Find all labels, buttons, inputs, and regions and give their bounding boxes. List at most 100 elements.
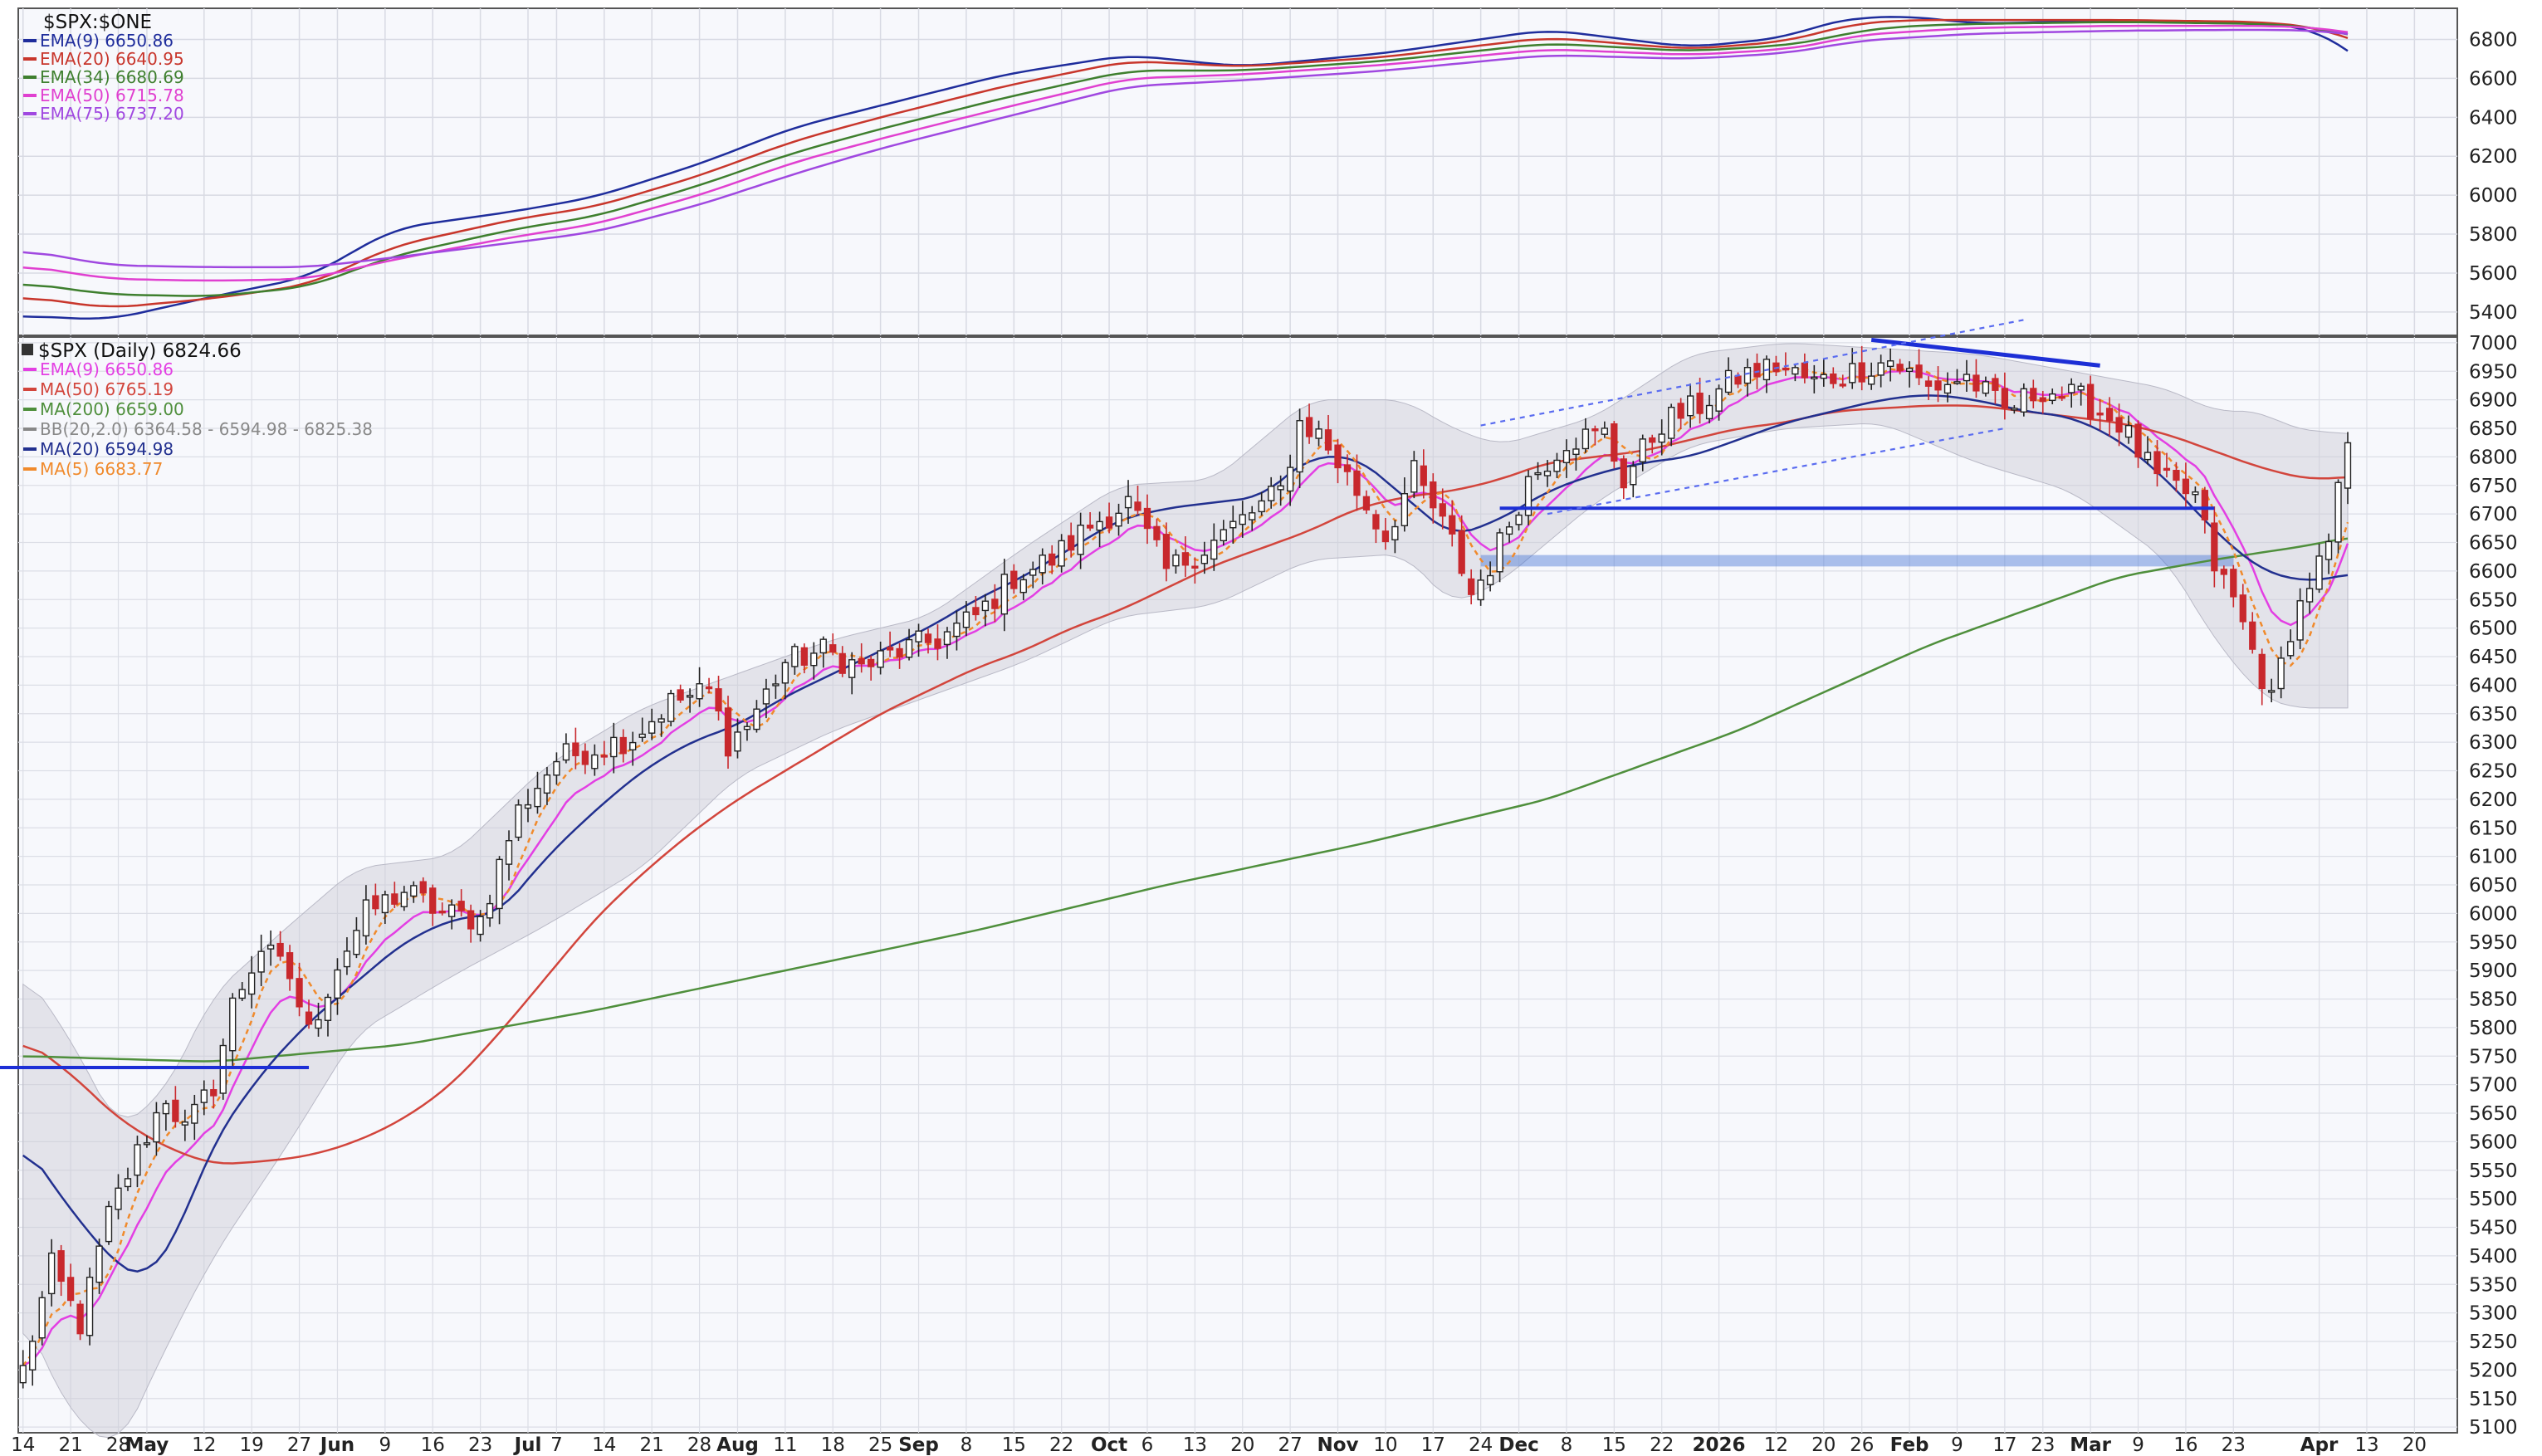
candle-body xyxy=(877,650,884,668)
candle-body xyxy=(2068,384,2075,393)
bottom-y-axis: 5100 5150 5200 5250 5300 5350 5400 5450 5500 5550… xyxy=(2469,333,2518,1439)
candle-body xyxy=(2105,408,2114,422)
candle-body xyxy=(981,600,990,612)
bottom-y-tick-label: 5800 xyxy=(2469,1018,2518,1039)
bottom-legend-entry: BB(20,2.0) 6364.58 - 6594.98 - 6825.38 xyxy=(40,419,373,439)
x-tick-label: 22 xyxy=(1049,1434,1073,1456)
x-tick-label: 23 xyxy=(2031,1434,2055,1456)
candle-body xyxy=(2124,424,2133,438)
x-tick-label: 25 xyxy=(868,1434,892,1456)
bottom-grid xyxy=(18,337,2457,1433)
x-tick-label: Aug xyxy=(716,1434,759,1456)
candle-body xyxy=(2201,490,2209,520)
candle-body xyxy=(1086,525,1094,529)
candle-body xyxy=(334,969,341,999)
chart-icon xyxy=(22,344,33,355)
candle-body xyxy=(896,647,903,658)
candle-body xyxy=(391,893,398,905)
candle-body xyxy=(1686,395,1694,417)
candle-body xyxy=(1430,481,1437,509)
candle-body xyxy=(1381,530,1390,543)
candle-body xyxy=(591,754,599,770)
candle-body xyxy=(315,1019,322,1029)
candle-body xyxy=(2220,569,2227,575)
candle-body xyxy=(2258,653,2266,690)
top-ema-lines xyxy=(22,16,2349,320)
candle-body xyxy=(724,707,732,757)
candle-body xyxy=(1849,363,1856,384)
top-y-tick-label: 5600 xyxy=(2469,263,2518,285)
candle-body xyxy=(753,708,760,730)
candle-body xyxy=(1524,476,1533,516)
candle-body xyxy=(486,902,494,919)
candle-body xyxy=(962,611,970,628)
candle-body xyxy=(105,1205,113,1243)
bottom-y-tick-label: 6950 xyxy=(2469,361,2518,383)
top-series-line xyxy=(22,21,2349,297)
candle-body xyxy=(868,658,875,667)
candle-body xyxy=(2058,396,2065,399)
candle-body xyxy=(1611,423,1618,462)
x-tick-label: 7 xyxy=(550,1434,563,1456)
candle-body xyxy=(667,692,675,722)
top-legend-entry: EMA(75) 6737.20 xyxy=(40,104,184,124)
bottom-y-tick-label: 5200 xyxy=(2469,1360,2518,1381)
candle-body xyxy=(1620,458,1627,489)
candle-body xyxy=(2305,588,2314,603)
bottom-y-tick-label: 6250 xyxy=(2469,761,2518,783)
bottom-y-tick-label: 6100 xyxy=(2469,847,2518,868)
candle-body xyxy=(953,622,961,638)
bottom-y-tick-label: 5750 xyxy=(2469,1046,2518,1068)
candle-body xyxy=(1468,578,1475,595)
x-tick-label: 20 xyxy=(1230,1434,1254,1456)
top-y-tick-label: 5800 xyxy=(2469,224,2518,246)
candle-body xyxy=(572,742,579,756)
support-zone xyxy=(1480,555,2234,567)
candle-body xyxy=(991,599,999,609)
top-chart-title: $SPX:$ONE xyxy=(43,12,152,33)
bottom-y-tick-label: 5450 xyxy=(2469,1218,2518,1239)
candle-body xyxy=(1639,438,1646,462)
candle-body xyxy=(248,972,256,995)
candle-body xyxy=(2315,555,2323,590)
candle-body xyxy=(1401,493,1408,526)
candle-body xyxy=(1153,525,1161,540)
bottom-y-tick-label: 6300 xyxy=(2469,732,2518,754)
x-tick-label: 23 xyxy=(2222,1434,2246,1456)
candle-body xyxy=(1172,554,1180,567)
candle-body xyxy=(2049,393,2056,402)
candle-body xyxy=(619,736,627,755)
bottom-y-tick-label: 6000 xyxy=(2469,903,2518,925)
bottom-y-tick-label: 5150 xyxy=(2469,1389,2518,1410)
x-tick-label: 2026 xyxy=(1693,1434,1746,1456)
candle-body xyxy=(2182,478,2190,495)
candle-body xyxy=(1924,380,1933,387)
candle-body xyxy=(19,1365,27,1384)
candle-body xyxy=(1792,367,1799,375)
candle-body xyxy=(1830,373,1837,384)
bottom-y-tick-label: 5650 xyxy=(2469,1103,2518,1125)
candle-body xyxy=(2287,641,2295,657)
candle-body xyxy=(638,733,646,738)
bottom-y-tick-label: 7000 xyxy=(2469,333,2518,354)
candle-body xyxy=(29,1341,37,1370)
candle-body xyxy=(1734,375,1742,385)
x-tick-label: Apr xyxy=(2300,1434,2339,1456)
x-tick-label: Nov xyxy=(1317,1434,1358,1456)
x-tick-label: 17 xyxy=(1992,1434,2016,1456)
candle-body xyxy=(2077,385,2085,391)
trend-annotations xyxy=(0,319,2215,1069)
candle-body xyxy=(1353,470,1361,496)
candle-body xyxy=(1039,555,1046,574)
candle-body xyxy=(286,952,294,980)
x-tick-label: Feb xyxy=(1890,1434,1929,1456)
bottom-y-tick-label: 6800 xyxy=(2469,447,2518,468)
candle-body xyxy=(1362,496,1371,511)
candle-body xyxy=(1486,574,1494,585)
candle-body xyxy=(1811,376,1818,379)
candle-body xyxy=(1953,381,1961,384)
bottom-y-tick-label: 6650 xyxy=(2469,533,2518,555)
candle-body xyxy=(1972,374,1980,392)
candle-body xyxy=(2249,621,2256,650)
